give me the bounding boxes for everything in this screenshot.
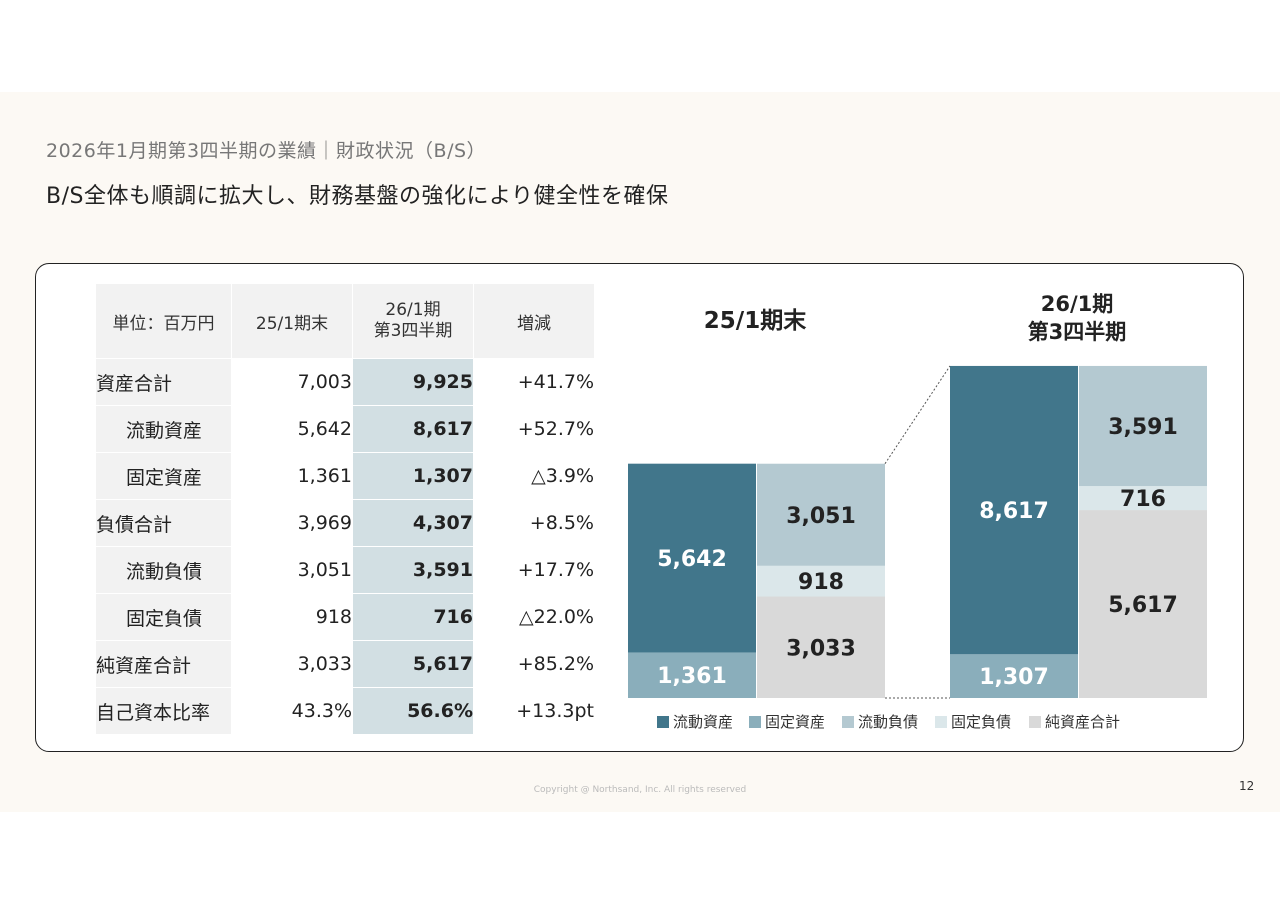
- curr-value: 1,307: [352, 452, 474, 500]
- legend-swatch-net-assets: [1029, 716, 1041, 728]
- col-curr-header: 26/1期 第3四半期: [352, 284, 474, 359]
- label-p1-fixed: 1,307: [979, 665, 1049, 690]
- row-label: 資産合計: [96, 358, 232, 406]
- label-p0-fixed-liab: 918: [798, 570, 844, 595]
- row-label: 純資産合計: [96, 640, 232, 688]
- change-value: +8.5%: [473, 499, 595, 547]
- copyright: Copyright @ Northsand, Inc. All rights r…: [533, 785, 747, 795]
- curr-value: 3,591: [352, 546, 474, 594]
- col-change-header: 増減: [473, 284, 595, 359]
- legend-swatch-fixed: [749, 716, 761, 728]
- bar-p0-fixed: [628, 652, 756, 698]
- prev-value: 918: [231, 593, 353, 641]
- bar-p1-fixed_liab: [1079, 486, 1207, 511]
- slide: 2026年1月期第3四半期の業績｜財政状況（B/S） B/S全体も順調に拡大し、…: [0, 92, 1280, 812]
- label-p1-fixed-liab: 716: [1120, 487, 1166, 512]
- label-p0-current: 5,642: [657, 547, 727, 572]
- label-p0-current-liab: 3,051: [786, 504, 856, 529]
- table-row: 固定負債 918 716 △22.0%: [96, 593, 595, 641]
- legend-swatch-current-liab: [842, 716, 854, 728]
- balance-sheet-table: 単位：百万円 25/1期末 26/1期 第3四半期 増減 資産合計 7,003 9…: [96, 284, 595, 735]
- chart-title-right-line2: 第3四半期: [1028, 320, 1127, 344]
- col-curr-header-line2: 第3四半期: [373, 321, 453, 341]
- bar-p1-fixed: [950, 654, 1078, 698]
- legend-net-assets: 純資産合計: [1045, 713, 1120, 731]
- label-p1-net-assets: 5,617: [1108, 593, 1178, 618]
- bar-p0-current: [628, 463, 756, 653]
- table-row: 資産合計 7,003 9,925 +41.7%: [96, 358, 595, 406]
- content-card: 単位：百万円 25/1期末 26/1期 第3四半期 増減 資産合計 7,003 9…: [35, 263, 1244, 752]
- change-value: △3.9%: [473, 452, 595, 500]
- legend-current: 流動資産: [673, 713, 733, 731]
- row-label: 流動負債: [96, 546, 232, 594]
- prev-value: 3,969: [231, 499, 353, 547]
- label-p0-net-assets: 3,033: [786, 636, 856, 661]
- bar-p0-net_assets: [757, 596, 885, 698]
- change-value: △22.0%: [473, 593, 595, 641]
- unit-header: 単位：百万円: [96, 284, 232, 359]
- bar-p1-net_assets: [1079, 510, 1207, 698]
- bar-p0-fixed_liab: [757, 565, 885, 597]
- table-header-row: 単位：百万円 25/1期末 26/1期 第3四半期 増減: [96, 284, 595, 359]
- row-label: 負債合計: [96, 499, 232, 547]
- page-number: 12: [1239, 779, 1255, 793]
- legend-swatch-fixed-liab: [935, 716, 947, 728]
- change-value: +52.7%: [473, 405, 595, 453]
- label-p0-fixed: 1,361: [657, 664, 727, 689]
- curr-value: 56.6%: [352, 687, 474, 735]
- legend-fixed: 固定資産: [765, 713, 825, 731]
- section-subtitle: 2026年1月期第3四半期の業績｜財政状況（B/S）: [46, 140, 487, 162]
- legend-fixed-liab: 固定負債: [951, 713, 1011, 731]
- legend-current-liab: 流動負債: [858, 713, 918, 731]
- row-label: 自己資本比率: [96, 687, 232, 735]
- bar-p1-current: [950, 365, 1078, 655]
- prev-value: 7,003: [231, 358, 353, 406]
- prev-value: 1,361: [231, 452, 353, 500]
- change-value: +85.2%: [473, 640, 595, 688]
- curr-value: 9,925: [352, 358, 474, 406]
- prev-value: 43.3%: [231, 687, 353, 735]
- slide-headline: B/S全体も順調に拡大し、財務基盤の強化により健全性を確保: [46, 184, 669, 209]
- prev-value: 3,051: [231, 546, 353, 594]
- change-value: +17.7%: [473, 546, 595, 594]
- curr-value: 5,617: [352, 640, 474, 688]
- change-value: +13.3pt: [473, 687, 595, 735]
- balance-sheet-chart: 25/1期末 26/1期 第3四半期 5,642 1,361 3,051 918…: [628, 292, 1207, 731]
- chart-title-left: 25/1期末: [704, 308, 807, 334]
- label-p1-current: 8,617: [979, 499, 1049, 524]
- row-label: 固定負債: [96, 593, 232, 641]
- table-row: 流動負債 3,051 3,591 +17.7%: [96, 546, 595, 594]
- label-p1-current-liab: 3,591: [1108, 415, 1178, 440]
- col-curr-header-line1: 26/1期: [385, 300, 441, 320]
- curr-value: 4,307: [352, 499, 474, 547]
- col-prev-header: 25/1期末: [231, 284, 353, 359]
- curr-value: 8,617: [352, 405, 474, 453]
- legend-swatch-current: [657, 716, 669, 728]
- bar-p0-current_liab: [757, 463, 885, 566]
- change-value: +41.7%: [473, 358, 595, 406]
- table-row: 流動資産 5,642 8,617 +52.7%: [96, 405, 595, 453]
- chart-title-right-line1: 26/1期: [1041, 292, 1114, 316]
- table-row: 固定資産 1,361 1,307 △3.9%: [96, 452, 595, 500]
- row-label: 固定資産: [96, 452, 232, 500]
- table-row: 自己資本比率 43.3% 56.6% +13.3pt: [96, 687, 595, 735]
- bar-p1-current_liab: [1079, 365, 1207, 487]
- connector-top: [884, 365, 951, 464]
- row-label: 流動資産: [96, 405, 232, 453]
- table-row: 純資産合計 3,033 5,617 +85.2%: [96, 640, 595, 688]
- table-row: 負債合計 3,969 4,307 +8.5%: [96, 499, 595, 547]
- prev-value: 3,033: [231, 640, 353, 688]
- prev-value: 5,642: [231, 405, 353, 453]
- curr-value: 716: [352, 593, 474, 641]
